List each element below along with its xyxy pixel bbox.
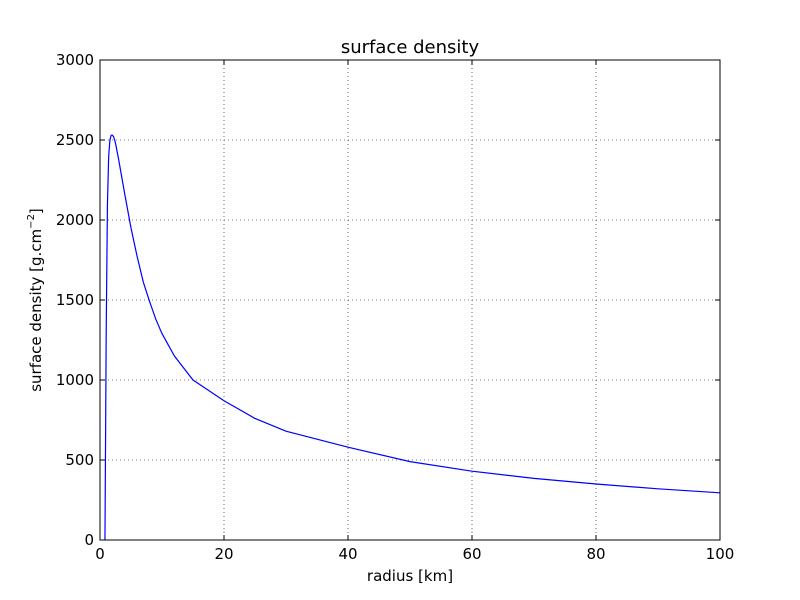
- y-tick-label: 1000: [56, 371, 94, 389]
- y-tick-label: 3000: [56, 51, 94, 69]
- x-tick-label: 40: [338, 545, 357, 563]
- y-tick-label: 0: [84, 531, 94, 549]
- x-axis-label: radius [km]: [367, 567, 453, 585]
- x-tick-label: 0: [95, 545, 105, 563]
- y-axis-label-main: surface density [g.cm: [27, 229, 45, 392]
- y-tick-label: 500: [65, 451, 94, 469]
- axis-ticks: [99, 59, 721, 541]
- y-tick-label: 2000: [56, 211, 94, 229]
- y-axis-label-close: ]: [27, 208, 45, 214]
- x-tick-label: 20: [214, 545, 233, 563]
- grid-lines: [100, 60, 720, 540]
- y-tick-label: 1500: [56, 291, 94, 309]
- y-axis-label: surface density [g.cm−2]: [26, 208, 45, 392]
- chart-title: surface density: [341, 37, 480, 58]
- y-tick-labels: 0 500 1000 1500 2000 2500 3000: [56, 51, 94, 549]
- surface-density-line: [104, 134, 721, 541]
- x-tick-label: 80: [586, 545, 605, 563]
- x-tick-labels: 0 20 40 60 80 100: [95, 545, 734, 563]
- y-tick-label: 2500: [56, 131, 94, 149]
- y-axis-label-superscript: −2: [26, 214, 37, 229]
- x-tick-label: 60: [462, 545, 481, 563]
- x-tick-label: 100: [706, 545, 735, 563]
